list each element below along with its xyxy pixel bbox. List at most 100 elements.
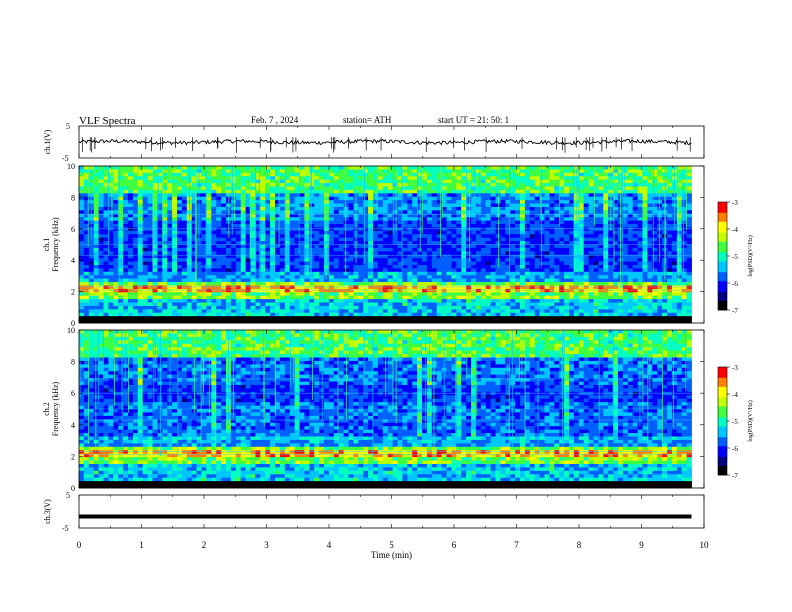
spectrogram-cell (446, 224, 452, 228)
spectrogram-cell (412, 172, 418, 177)
spectrogram-cell (441, 299, 447, 303)
spectrogram-cell (113, 172, 119, 177)
spectrogram-cell (446, 264, 452, 269)
spectrogram-cell (505, 275, 511, 280)
spectrogram-cell (294, 206, 300, 211)
spectrogram-cell (245, 285, 251, 290)
spectrogram-cell (569, 316, 575, 320)
spectrogram-cell (377, 206, 384, 211)
spectrogram-cell (196, 244, 202, 249)
spectrogram-cell (235, 292, 242, 297)
spectrogram-cell (520, 203, 526, 208)
spectrogram-cell (593, 241, 599, 245)
spectrogram-cell (333, 179, 340, 184)
spectrogram-cell (461, 183, 467, 187)
spectrogram-cell (500, 288, 506, 293)
spectrogram-cell (279, 309, 286, 314)
spectrogram-cell (157, 292, 163, 297)
spectrogram-cell (132, 254, 139, 259)
spectrogram-cell (559, 176, 565, 181)
spectrogram-cell (373, 210, 379, 215)
spectrogram-cell (128, 220, 134, 225)
spectrogram-cell (98, 224, 104, 228)
spectrogram-cell (123, 183, 129, 187)
spectrogram-cell (446, 292, 452, 297)
spectrogram-cell (382, 179, 389, 184)
spectrogram-cell (333, 258, 340, 262)
spectrogram-cell (368, 172, 374, 177)
spectrogram-cell (275, 206, 281, 211)
spectrogram-cell (324, 234, 330, 239)
spectrogram-cell (475, 193, 482, 198)
spectrogram-cell (446, 268, 452, 273)
spectrogram-cell (573, 288, 580, 293)
spectrogram-cell (83, 213, 90, 218)
spectrogram-cell (515, 282, 521, 286)
spectrogram-cell (230, 299, 237, 303)
spectrogram-cell (255, 285, 261, 290)
spectrogram-cell (152, 176, 158, 181)
spectrogram-cell (309, 254, 315, 259)
spectrogram-cell (554, 268, 560, 273)
spectrogram-cell (529, 285, 536, 290)
spectrogram-cell (407, 169, 413, 174)
spectrogram-cell (358, 217, 364, 222)
spectrogram-cell (162, 258, 168, 262)
spectrogram-cell (510, 217, 516, 222)
spectrogram-cell (216, 200, 222, 204)
spectrogram-cell (177, 299, 183, 303)
spectrogram-cell (142, 224, 148, 228)
spectrogram-cell (485, 234, 491, 239)
spectrogram-cell (569, 196, 575, 201)
spectrogram-cell (549, 193, 555, 198)
spectrogram-cell (211, 169, 217, 174)
spectrogram-cell (515, 271, 521, 276)
spectrogram-cell (108, 305, 114, 310)
spectrogram-cell (534, 217, 540, 222)
spectrogram-cell (534, 247, 540, 252)
spectrogram-cell (573, 234, 580, 239)
spectrogram-cell (520, 244, 526, 249)
spectrogram-cell (549, 264, 555, 269)
spectrogram-cell (123, 196, 129, 201)
spectrogram-cell (123, 305, 129, 310)
spectrogram-cell (113, 268, 119, 273)
spectrogram-cell (392, 172, 398, 177)
spectrogram-cell (162, 299, 168, 303)
spectrogram-cell (549, 268, 555, 273)
spectrogram-cell (191, 210, 197, 215)
spectrogram-cell (83, 193, 90, 198)
spectrogram-cell (132, 210, 139, 215)
spectrogram-cell (108, 172, 114, 177)
spectrogram-cell (221, 217, 227, 222)
spectrogram-cell (255, 166, 261, 170)
spectrogram-cell (113, 203, 119, 208)
spectrogram-cell (226, 282, 232, 286)
spectrogram-cell (358, 316, 364, 320)
spectrogram-cell (211, 261, 217, 266)
spectrogram-cell (446, 166, 452, 170)
spectrogram-cell (206, 186, 212, 191)
spectrogram-cell (524, 316, 531, 320)
spectrogram-cell (265, 275, 271, 280)
spectrogram-cell (387, 275, 393, 280)
spectrogram-cell (177, 244, 183, 249)
spectrogram-cell (270, 227, 276, 232)
spectrogram-cell (544, 224, 550, 228)
spectrogram-cell (338, 189, 344, 194)
spectrogram-cell (441, 278, 447, 283)
spectrogram-cell (314, 275, 320, 280)
spectrogram-cell (206, 295, 212, 300)
spectrogram-cell (593, 268, 599, 273)
spectrogram-cell (431, 268, 438, 273)
spectrogram-cell (328, 247, 335, 252)
spectrogram-cell (446, 312, 452, 317)
spectrogram-cell (279, 176, 286, 181)
spectrogram-cell (471, 247, 477, 252)
spectrogram-cell (480, 213, 487, 218)
spectrogram-cell (309, 309, 315, 314)
spectrogram-cell (157, 264, 163, 269)
spectrogram-cell (314, 292, 320, 297)
spectrogram-cell (299, 316, 305, 320)
spectrogram-cell (446, 213, 452, 218)
